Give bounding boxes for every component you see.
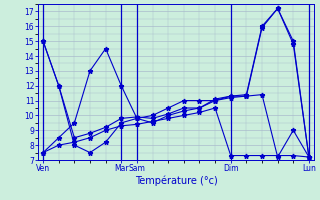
X-axis label: Température (°c): Température (°c) <box>135 176 217 186</box>
